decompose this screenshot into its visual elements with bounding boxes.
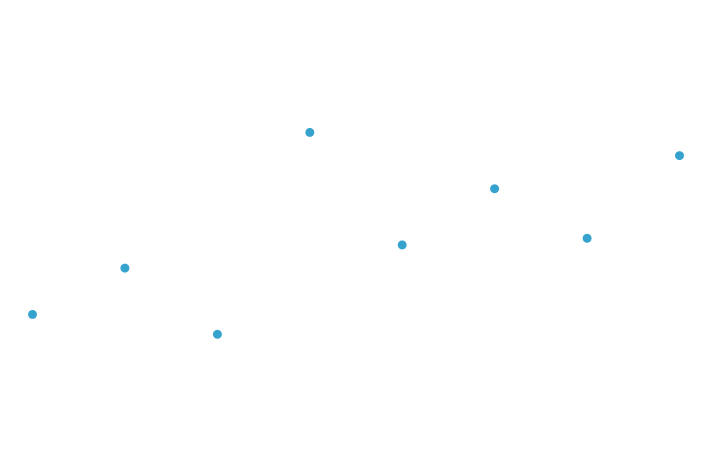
scatter-point bbox=[582, 233, 592, 243]
scatter-point bbox=[28, 309, 37, 319]
scatter-point bbox=[212, 329, 222, 339]
scatter-point bbox=[397, 240, 407, 250]
scatter-point bbox=[675, 151, 684, 161]
scatter-point bbox=[120, 263, 130, 273]
scatter-points bbox=[28, 127, 684, 339]
scatter-point bbox=[305, 127, 315, 137]
scatter-point bbox=[490, 184, 500, 194]
